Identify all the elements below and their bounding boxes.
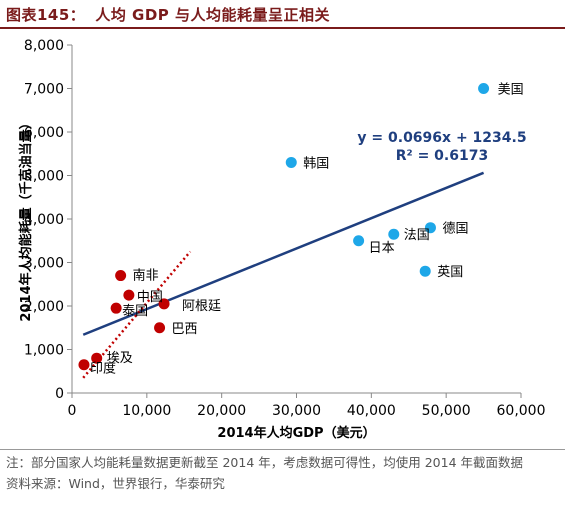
fit-equation: y = 0.0696x + 1234.5 — [357, 130, 526, 146]
figure-title: 图表145： 人均 GDP 与人均能耗量呈正相关 — [6, 4, 330, 25]
data-point — [78, 359, 90, 371]
data-point-label: 中国 — [137, 290, 163, 305]
y-tick-label: 1,000 — [24, 343, 64, 359]
y-tick-label: 7,000 — [24, 82, 64, 98]
chart-labels: y = 0.0696x + 1234.5 R² = 0.6173 美国韩国德国法国日… — [90, 83, 527, 377]
source-note: 资料来源：Wind，世界银行，华泰研究 — [6, 476, 225, 491]
data-point-label: 埃及 — [107, 351, 133, 366]
x-tick-label: 40,000 — [347, 403, 396, 419]
data-point — [115, 270, 127, 282]
data-point — [110, 302, 122, 314]
x-tick-label: 30,000 — [272, 403, 321, 419]
chart-axes: 0 1,000 2,000 3,000 4,000 5,000 6,000 7,000 8,00… — [18, 38, 546, 441]
data-point — [419, 265, 431, 277]
data-point — [91, 352, 103, 364]
data-point-label: 巴西 — [172, 322, 198, 337]
y-tick-label: 8,000 — [24, 38, 64, 54]
chart-lines — [82, 171, 485, 379]
y-axis-title: 2014年人均能耗量（千克油当量） — [18, 116, 34, 321]
data-point-label: 阿根廷 — [182, 299, 221, 314]
data-point — [388, 228, 400, 240]
data-point — [285, 156, 297, 168]
x-tick-label: 60,000 — [497, 403, 546, 419]
x-tick-label: 50,000 — [422, 403, 471, 419]
x-tick-label: 10,000 — [122, 403, 171, 419]
data-point-label: 英国 — [437, 265, 463, 280]
data-point-label: 美国 — [498, 83, 524, 98]
y-tick-label: 0 — [55, 386, 64, 402]
x-tick-label: 20,000 — [197, 403, 246, 419]
data-point-label: 韩国 — [303, 156, 329, 171]
figure-title-text: 人均 GDP 与人均能耗量呈正相关 — [95, 6, 331, 24]
data-point — [478, 83, 490, 94]
data-point — [353, 235, 365, 247]
fit-r-squared: R² = 0.6173 — [396, 148, 488, 164]
data-point — [158, 298, 170, 310]
figure-label: 图表145： — [6, 6, 86, 24]
y-tick-label: 5,000 — [24, 169, 64, 185]
y-tick-label: 6,000 — [24, 125, 64, 141]
chart-points — [78, 83, 490, 371]
data-point-label: 南非 — [133, 268, 159, 284]
data-point-label: 印度 — [90, 361, 116, 377]
data-point-label: 日本 — [369, 241, 395, 256]
notes-rule — [0, 449, 565, 450]
x-tick-label: 0 — [68, 403, 77, 419]
y-tick-label: 3,000 — [24, 256, 64, 272]
scatter-chart: 0 1,000 2,000 3,000 4,000 5,000 6,000 7,000 8,00… — [18, 38, 546, 441]
data-point-label: 泰国 — [122, 304, 148, 319]
data-point-label: 法国 — [404, 228, 430, 243]
x-axis-title: 2014年人均GDP（美元） — [217, 425, 375, 441]
y-tick-label: 2,000 — [24, 299, 64, 315]
data-point — [424, 222, 436, 234]
data-point — [154, 322, 166, 334]
footnote: 注：部分国家人均能耗量数据更新截至 2014 年，考虑数据可得性，均使用 201… — [6, 455, 524, 470]
chart-notes: 注：部分国家人均能耗量数据更新截至 2014 年，考虑数据可得性，均使用 201… — [6, 452, 559, 494]
y-tick-label: 4,000 — [24, 212, 64, 228]
data-point-label: 德国 — [442, 222, 468, 237]
fit-line — [82, 171, 485, 336]
data-point — [123, 289, 135, 301]
title-rule — [0, 27, 565, 29]
